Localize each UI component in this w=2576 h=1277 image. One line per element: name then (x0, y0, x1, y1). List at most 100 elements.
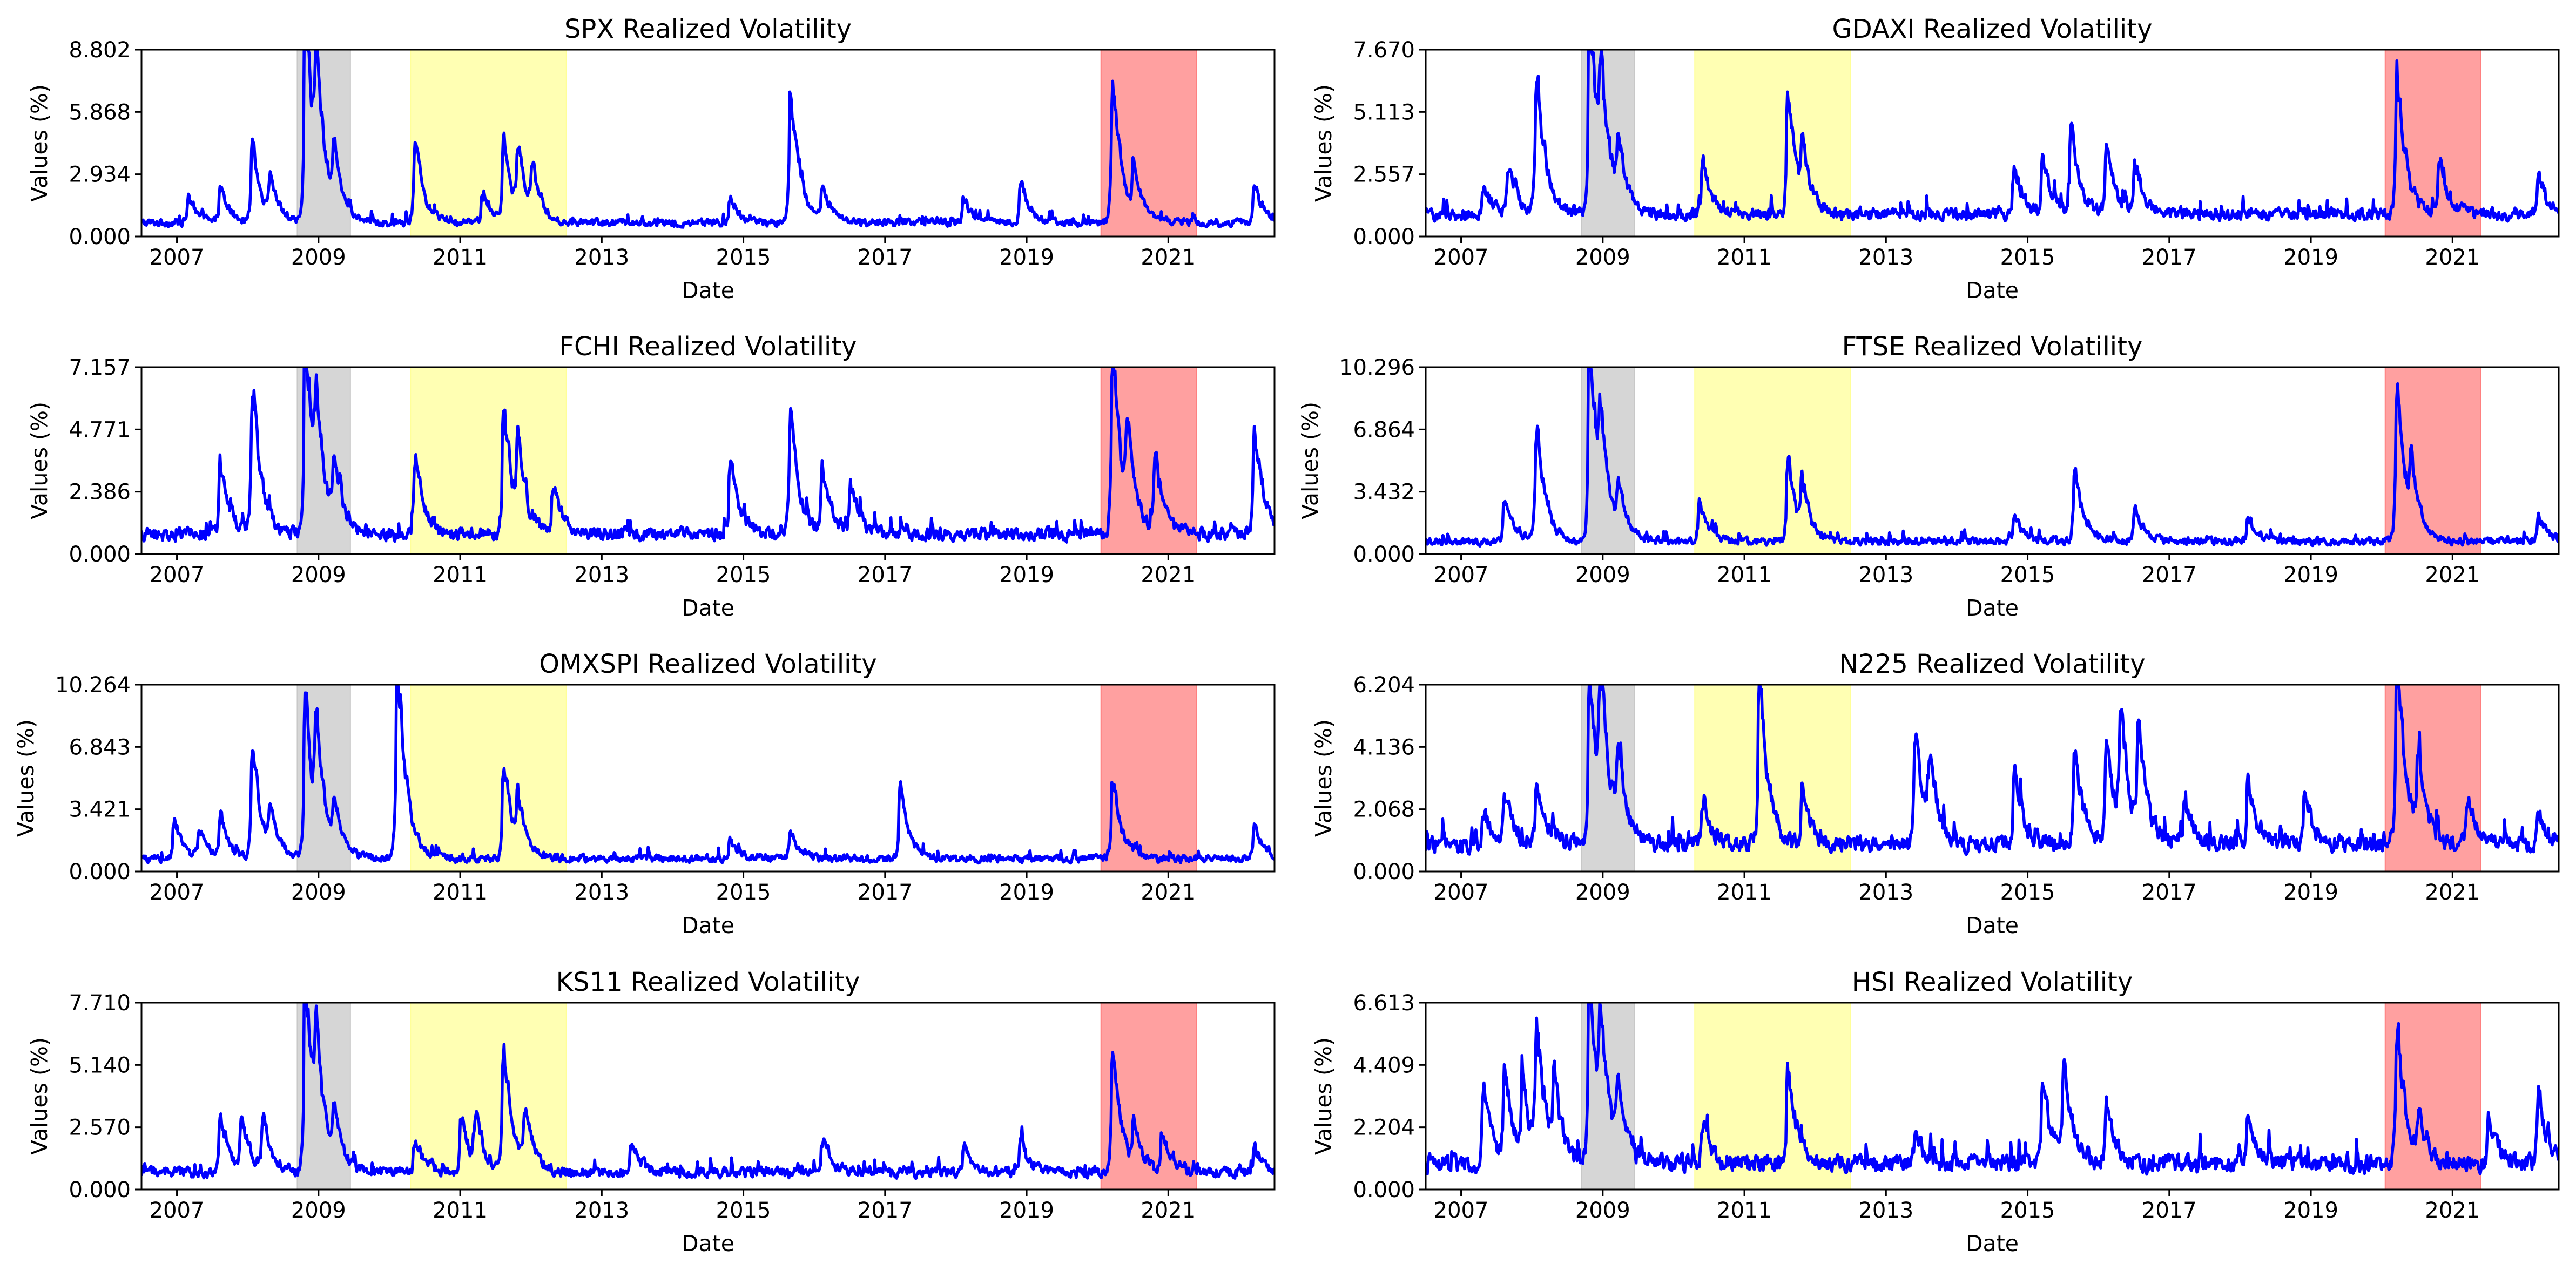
chart-title: FTSE Realized Volatility (1842, 332, 2143, 362)
x-tick-label: 2011 (433, 880, 488, 905)
y-tick-label: 0.000 (69, 225, 131, 249)
x-tick-label: 2013 (574, 563, 629, 587)
axes-frame (140, 366, 1276, 555)
y-tick-label: 3.432 (1353, 480, 1415, 505)
y-axis-label: Values (%) (1297, 402, 1323, 519)
axes-frame (1425, 366, 2560, 555)
x-tick-label: 2011 (1717, 563, 1772, 587)
x-tick-label: 2019 (2283, 1198, 2338, 1223)
y-tick-label: 7.157 (69, 355, 131, 380)
x-axis-label: Date (1966, 595, 2019, 621)
y-tick-label: 2.386 (69, 480, 131, 505)
x-tick-label: 2019 (2283, 563, 2338, 587)
series-line-hsi (1426, 1003, 2559, 1176)
x-tick-label: 2017 (2142, 1198, 2197, 1223)
x-tick-label: 2019 (2283, 880, 2338, 905)
series-line-ftse (1426, 367, 2559, 548)
panel-ftse: 2007 2009 2011 2013 2015 2017 2019 2021 0.000 3.4… (1297, 332, 2560, 621)
y-tick-label: 7.670 (1353, 38, 1415, 63)
x-axis-label: Date (1966, 913, 2019, 938)
x-tick-label: 2015 (716, 1198, 771, 1223)
x-tick-label: 2021 (2425, 880, 2480, 905)
region-red (2384, 367, 2481, 555)
x-tick-label: 2011 (1717, 245, 1772, 270)
y-tick-label: 6.864 (1353, 417, 1415, 442)
x-axis-label: Date (1966, 1231, 2019, 1256)
x-tick-label: 2007 (1434, 245, 1489, 270)
x-tick-label: 2019 (999, 880, 1054, 905)
x-tick-label: 2007 (150, 245, 205, 270)
panel-hsi: 2007 2009 2011 2013 2015 2017 2019 2021 0.000 2.2… (1311, 967, 2560, 1256)
x-tick-label: 2017 (858, 563, 913, 587)
chart-title: FCHI Realized Volatility (559, 332, 857, 362)
series-line-fchi (141, 367, 1274, 544)
panel-fchi: 2007 2009 2011 2013 2015 2017 2019 2021 0.000 2.3… (26, 332, 1276, 621)
x-tick-label: 2013 (574, 245, 629, 270)
chart-title: HSI Realized Volatility (1852, 967, 2133, 997)
panel-ks11: 2007 2009 2011 2013 2015 2017 2019 2021 0.000 2.5… (26, 967, 1276, 1256)
x-tick-label: 2021 (1141, 880, 1196, 905)
axes-frame (140, 684, 1276, 873)
x-tick-label: 2013 (574, 1198, 629, 1223)
x-tick-label: 2015 (2000, 880, 2055, 905)
region-gray (1581, 49, 1635, 237)
x-tick-label: 2013 (1858, 245, 1913, 270)
chart-title: GDAXI Realized Volatility (1832, 14, 2153, 44)
x-tick-label: 2019 (2283, 245, 2338, 270)
y-tick-label: 0.000 (69, 860, 131, 884)
x-axis-label: Date (1966, 278, 2019, 303)
y-tick-label: 0.000 (69, 1178, 131, 1202)
y-tick-label: 0.000 (1353, 225, 1415, 249)
series-line-ks11 (141, 1003, 1274, 1180)
y-axis-label: Values (%) (13, 719, 39, 837)
x-axis-label: Date (682, 1231, 734, 1256)
x-tick-label: 2011 (1717, 1198, 1772, 1223)
y-tick-label: 2.068 (1353, 798, 1415, 822)
region-red (2384, 684, 2481, 872)
axes-frame (140, 49, 1276, 238)
x-tick-label: 2007 (1434, 880, 1489, 905)
x-tick-label: 2013 (1858, 880, 1913, 905)
x-tick-label: 2021 (2425, 1198, 2480, 1223)
y-tick-label: 5.140 (69, 1053, 131, 1078)
x-tick-label: 2009 (291, 563, 346, 587)
x-tick-label: 2009 (291, 1198, 346, 1223)
y-axis-label: Values (%) (1311, 84, 1337, 202)
x-tick-label: 2013 (574, 880, 629, 905)
x-tick-label: 2011 (433, 245, 488, 270)
x-tick-label: 2011 (433, 1198, 488, 1223)
x-tick-label: 2009 (291, 245, 346, 270)
panel-omxspi: 2007 2009 2011 2013 2015 2017 2019 2021 0.000 3.4… (13, 649, 1276, 938)
x-tick-label: 2021 (1141, 1198, 1196, 1223)
y-tick-label: 0.000 (1353, 542, 1415, 567)
x-tick-label: 2013 (1858, 563, 1913, 587)
y-tick-label: 2.204 (1353, 1116, 1415, 1140)
x-tick-label: 2013 (1858, 1198, 1913, 1223)
y-tick-label: 0.000 (69, 542, 131, 567)
y-tick-label: 10.296 (1339, 355, 1415, 380)
y-tick-label: 4.771 (69, 417, 131, 442)
y-tick-label: 6.204 (1353, 673, 1415, 698)
panel-n225: 2007 2009 2011 2013 2015 2017 2019 2021 0.000 2.0… (1311, 649, 2560, 938)
region-gray (1581, 367, 1635, 555)
y-tick-label: 0.000 (1353, 860, 1415, 884)
x-tick-label: 2015 (2000, 245, 2055, 270)
y-tick-label: 2.934 (69, 163, 131, 187)
x-tick-label: 2019 (999, 1198, 1054, 1223)
x-tick-label: 2015 (716, 563, 771, 587)
chart-title: SPX Realized Volatility (564, 14, 852, 44)
x-tick-label: 2007 (150, 1198, 205, 1223)
y-axis-label: Values (%) (1311, 719, 1337, 837)
y-tick-label: 0.000 (1353, 1178, 1415, 1202)
region-red (1100, 684, 1197, 872)
x-tick-label: 2015 (2000, 563, 2055, 587)
x-tick-label: 2007 (1434, 563, 1489, 587)
x-tick-label: 2007 (150, 563, 205, 587)
x-tick-label: 2017 (858, 880, 913, 905)
x-tick-label: 2017 (2142, 245, 2197, 270)
axes-frame (140, 1002, 1276, 1191)
axes-frame (1425, 1002, 2560, 1191)
y-tick-label: 4.409 (1353, 1053, 1415, 1078)
y-tick-label: 7.710 (69, 991, 131, 1016)
region-yellow (410, 684, 567, 872)
